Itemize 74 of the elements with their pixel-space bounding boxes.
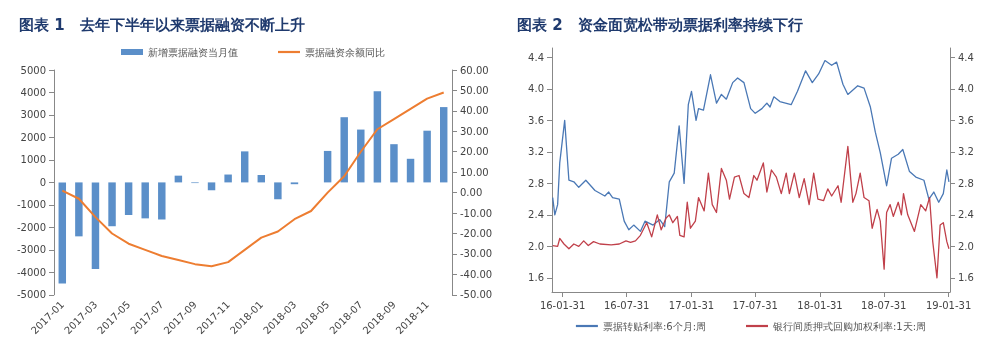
y2-tick-label: -30.00 (460, 248, 493, 260)
y2-tick-label: 4.4 (958, 51, 974, 63)
y2-tick-label: -20.00 (460, 227, 493, 239)
legend-label: 票据融资余额同比 (305, 46, 385, 58)
y-tick-label: 4.4 (528, 51, 544, 63)
y2-tick-label: -50.00 (460, 289, 493, 301)
bar (75, 182, 83, 237)
y-tick-label: 2000 (20, 131, 46, 143)
y2-tick-label: 3.2 (958, 146, 974, 158)
y2-tick-label: 3.6 (958, 114, 974, 126)
y-tick-label: 2.4 (528, 209, 544, 221)
y2-tick-label: -10.00 (460, 207, 493, 219)
y2-tick-label: -40.00 (460, 268, 493, 280)
y-tick-label: -5000 (16, 289, 46, 301)
bar (108, 182, 116, 227)
y-tick-label: 3.2 (528, 146, 544, 158)
y2-tick-label: 2.4 (958, 209, 974, 221)
legend-label: 银行间质押式回购加权利率:1天:周 (772, 320, 927, 332)
line-series (552, 59, 950, 233)
y-tick-label: 2.0 (528, 240, 544, 252)
y-tick-label: 4000 (20, 86, 46, 98)
x-tick-label: 16-01-31 (539, 299, 586, 311)
y2-tick-label: 10.00 (460, 166, 489, 178)
bar (423, 130, 431, 183)
bar (340, 117, 348, 183)
y-tick-label: 3.6 (528, 114, 544, 126)
line-series (61, 91, 445, 268)
y-tick-label: 3000 (20, 109, 46, 121)
bar (124, 182, 133, 215)
bar (58, 182, 67, 284)
chart-title: 图表 2 资金面宽松带动票据利率持续下行 (517, 15, 803, 34)
legend-label: 新增票据融资当月值 (148, 46, 238, 58)
x-tick-label: 16-07-31 (603, 299, 650, 311)
y-tick-label: -4000 (16, 266, 46, 278)
chart-title: 图表 1 去年下半年以来票据融资不断上升 (19, 15, 305, 34)
y-tick-label: 2.8 (528, 177, 544, 189)
y2-tick-label: 40.00 (460, 105, 489, 117)
y2-tick-label: 50.00 (460, 84, 489, 96)
x-tick-label: 19-01-31 (925, 299, 972, 311)
bar (373, 91, 382, 183)
y-tick-label: -2000 (16, 221, 46, 233)
y-tick-label: 1.6 (528, 272, 544, 284)
bar (91, 182, 100, 269)
legend-label: 票据转贴利率:6个月:周 (602, 320, 707, 332)
bar (390, 144, 398, 183)
y2-tick-label: 60.00 (460, 64, 489, 76)
bar (357, 129, 365, 183)
y-tick-label: -3000 (16, 244, 46, 256)
bar (158, 182, 166, 220)
y2-tick-label: 30.00 (460, 125, 489, 137)
y2-tick-label: 1.6 (958, 272, 974, 284)
x-tick-label: 18-01-31 (797, 299, 843, 311)
bar (240, 151, 249, 183)
bar (406, 158, 415, 183)
bar (439, 107, 448, 183)
bar (224, 174, 232, 183)
y-tick-label: 4.0 (528, 83, 544, 95)
y2-tick-label: 4.0 (958, 83, 974, 95)
bar (141, 182, 149, 219)
y-tick-label: -1000 (16, 199, 46, 211)
y2-tick-label: 2.8 (958, 177, 974, 189)
bar (274, 182, 282, 200)
y-tick-label: 1000 (20, 154, 46, 166)
x-tick-label: 17-07-31 (732, 299, 778, 311)
y2-tick-label: 0.00 (460, 187, 483, 199)
line-series (552, 145, 950, 279)
y2-tick-label: 2.0 (958, 240, 974, 252)
bar (207, 182, 216, 191)
x-tick-label: 18-07-31 (861, 299, 907, 311)
y-tick-label: 5000 (20, 64, 46, 76)
x-tick-label: 17-01-31 (668, 299, 715, 311)
bar (323, 150, 332, 183)
y-tick-label: 0 (39, 176, 46, 188)
y2-tick-label: 20.00 (460, 146, 489, 158)
